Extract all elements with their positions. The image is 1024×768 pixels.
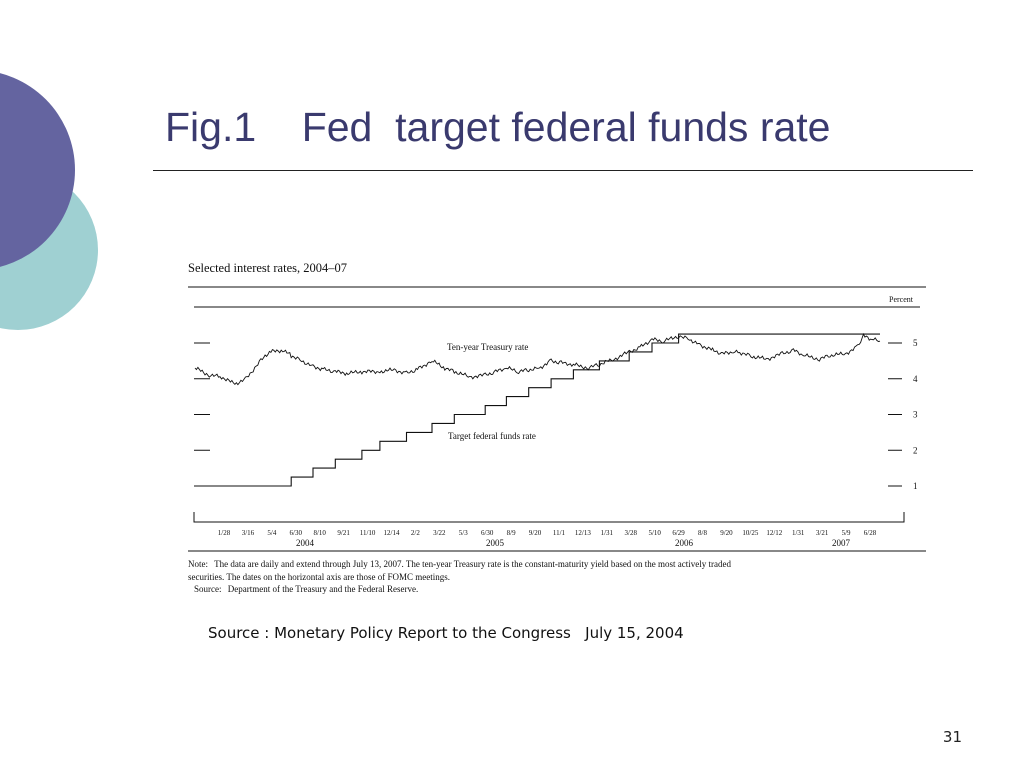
x-tick-label: 8/9 — [507, 529, 516, 537]
x-tick-label: 11/1 — [553, 529, 566, 537]
source-text: Department of the Treasury and the Feder… — [228, 584, 418, 594]
chart-note: Note: The data are daily and extend thro… — [188, 559, 732, 569]
note-text-continued: securities. The dates on the horizontal … — [188, 572, 450, 582]
series-line-target-fed-funds — [195, 333, 880, 487]
year-label: 2006 — [675, 538, 694, 548]
y-tick-label: 3 — [913, 410, 918, 420]
year-label: 2005 — [486, 538, 505, 548]
x-tick-label: 3/21 — [816, 529, 829, 537]
x-tick-label: 5/3 — [459, 529, 468, 537]
x-tick-label: 10/25 — [742, 529, 758, 537]
slide-title: Fig.1 Fed target federal funds rate — [165, 104, 831, 150]
x-tick-label: 1/28 — [218, 529, 231, 537]
series-label-fed-funds: Target federal funds rate — [448, 431, 536, 441]
x-tick-label: 12/12 — [766, 529, 782, 537]
note-text: The data are daily and extend through Ju… — [214, 559, 731, 569]
x-tick-label: 2/2 — [411, 529, 420, 537]
chart-title: Selected interest rates, 2004–07 — [188, 261, 347, 275]
dark-circle — [0, 73, 75, 267]
series-line-ten-year-treasury — [194, 332, 881, 386]
x-tick-label: 3/28 — [625, 529, 638, 537]
x-tick-label: 9/21 — [337, 529, 350, 537]
y-tick-label: 1 — [913, 481, 918, 491]
chart-source: Source: Department of the Treasury and t… — [194, 584, 418, 594]
x-tick-label: 8/10 — [313, 529, 326, 537]
x-tick-label: 5/10 — [648, 529, 661, 537]
x-tick-label: 6/30 — [481, 529, 494, 537]
x-tick-label: 6/30 — [290, 529, 303, 537]
note-label: Note: — [188, 559, 208, 569]
year-label: 2007 — [832, 538, 851, 548]
x-tick-label: 9/20 — [720, 529, 733, 537]
x-tick-label: 11/10 — [360, 529, 376, 537]
x-tick-label: 12/14 — [384, 529, 400, 537]
y-tick-label: 4 — [913, 374, 918, 384]
x-tick-label: 1/31 — [792, 529, 805, 537]
source-label: Source: — [194, 584, 222, 594]
x-tick-label: 12/13 — [575, 529, 591, 537]
title-divider — [153, 170, 973, 171]
x-tick-label: 5/4 — [267, 529, 276, 537]
series-label-treasury: Ten-year Treasury rate — [447, 342, 528, 352]
y-axis-label: Percent — [889, 295, 914, 304]
decorative-circles — [0, 73, 98, 330]
x-tick-label: 3/16 — [242, 529, 255, 537]
y-tick-label: 2 — [913, 445, 918, 455]
interest-rate-chart: Selected interest rates, 2004–07 Percent… — [188, 261, 926, 594]
x-tick-label: 6/28 — [864, 529, 877, 537]
x-tick-label: 6/29 — [672, 529, 685, 537]
x-tick-label: 8/8 — [698, 529, 707, 537]
x-tick-label: 1/31 — [601, 529, 614, 537]
page-number: 31 — [942, 728, 962, 746]
x-tick-label: 9/20 — [529, 529, 542, 537]
year-label: 2004 — [296, 538, 315, 548]
y-tick-label: 5 — [913, 338, 918, 348]
x-tick-label: 3/22 — [433, 529, 446, 537]
source-citation: Source : Monetary Policy Report to the C… — [208, 624, 684, 642]
x-axis-line — [193, 512, 905, 523]
x-tick-label: 5/9 — [842, 529, 851, 537]
